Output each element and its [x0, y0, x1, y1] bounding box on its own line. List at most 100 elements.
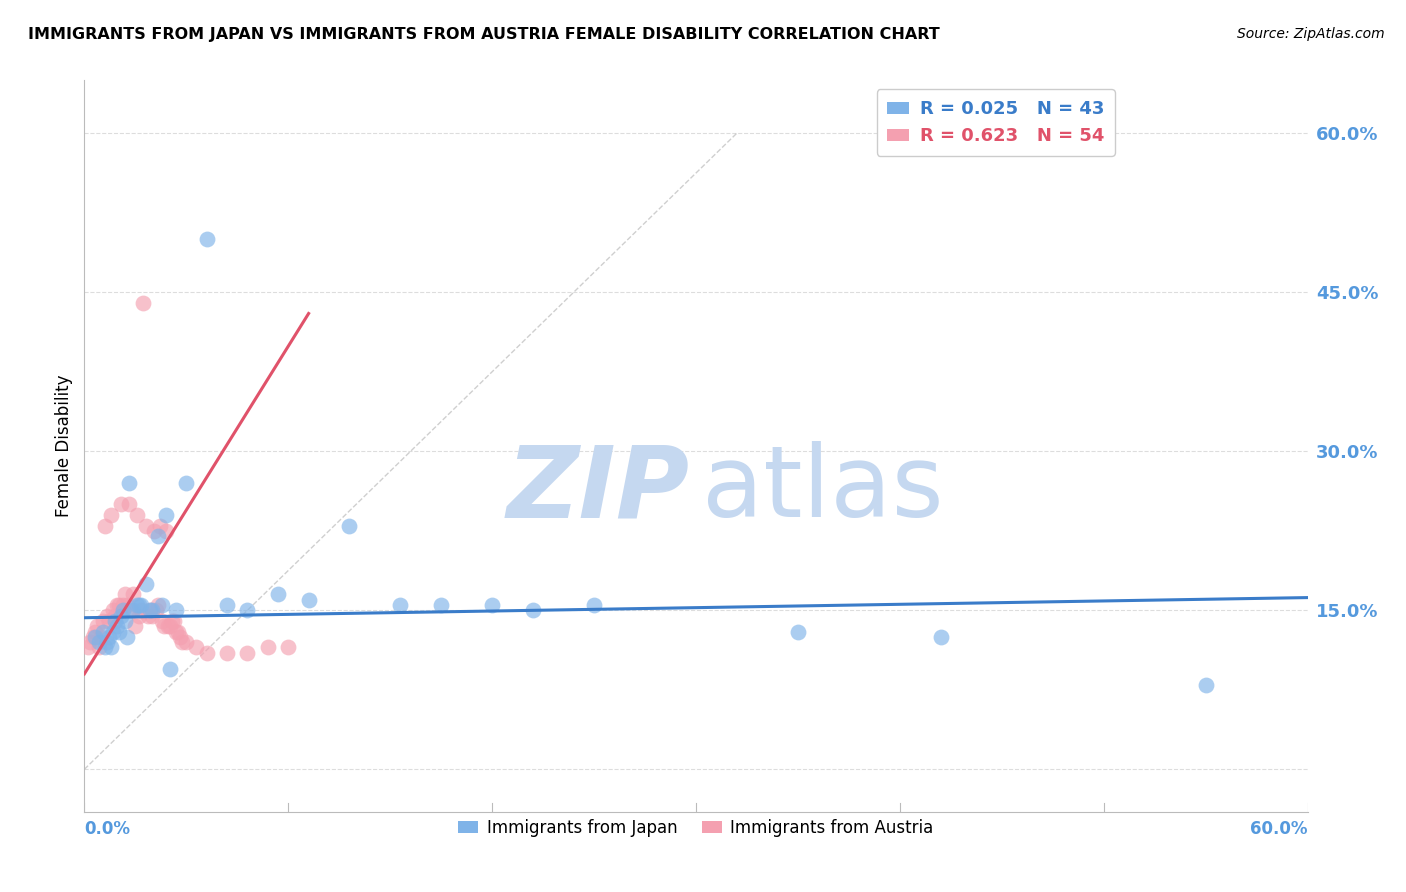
Text: 0.0%: 0.0%	[84, 821, 131, 838]
Point	[389, 598, 412, 612]
Text: atlas: atlas	[702, 442, 943, 539]
Point	[150, 614, 173, 628]
Point	[112, 603, 135, 617]
Point	[132, 296, 155, 310]
Point	[787, 624, 810, 639]
Point	[277, 640, 299, 655]
Point	[146, 529, 169, 543]
Point	[160, 614, 183, 628]
Point	[97, 614, 120, 628]
Point	[169, 630, 191, 644]
Point	[77, 640, 100, 655]
Text: ZIP: ZIP	[506, 442, 690, 539]
Point	[110, 497, 132, 511]
Point	[91, 624, 114, 639]
Point	[93, 640, 115, 655]
Point	[146, 598, 169, 612]
Point	[1195, 677, 1218, 691]
Point	[217, 598, 239, 612]
Text: IMMIGRANTS FROM JAPAN VS IMMIGRANTS FROM AUSTRIA FEMALE DISABILITY CORRELATION C: IMMIGRANTS FROM JAPAN VS IMMIGRANTS FROM…	[28, 27, 939, 42]
Point	[522, 603, 544, 617]
Point	[172, 635, 194, 649]
Point	[145, 603, 167, 617]
Point	[104, 608, 127, 623]
Point	[186, 640, 208, 655]
Point	[115, 598, 138, 612]
Point	[97, 630, 120, 644]
Point	[430, 598, 453, 612]
Point	[115, 630, 138, 644]
Point	[298, 592, 321, 607]
Point	[257, 640, 280, 655]
Point	[159, 619, 181, 633]
Point	[127, 508, 149, 522]
Point	[122, 587, 145, 601]
Point	[118, 497, 141, 511]
Point	[105, 619, 128, 633]
Point	[101, 603, 124, 617]
Point	[90, 630, 112, 644]
Point	[131, 598, 153, 612]
Point	[87, 640, 110, 655]
Point	[267, 587, 290, 601]
Point	[141, 603, 163, 617]
Point	[136, 608, 159, 623]
Point	[100, 640, 122, 655]
Point	[91, 614, 114, 628]
Point	[114, 587, 136, 601]
Point	[167, 624, 190, 639]
Point	[155, 524, 177, 538]
Point	[150, 598, 173, 612]
Point	[79, 635, 101, 649]
Point	[131, 603, 153, 617]
Point	[104, 614, 127, 628]
Point	[87, 635, 110, 649]
Point	[174, 476, 197, 491]
Point	[127, 598, 149, 612]
Point	[156, 619, 179, 633]
Point	[163, 614, 186, 628]
Point	[101, 624, 124, 639]
Point	[108, 624, 131, 639]
Point	[128, 608, 150, 623]
Point	[141, 608, 163, 623]
Point	[112, 598, 135, 612]
Point	[124, 619, 146, 633]
Point	[110, 608, 132, 623]
Point	[100, 508, 122, 522]
Point	[93, 518, 115, 533]
Point	[120, 603, 142, 617]
Text: 60.0%: 60.0%	[1250, 821, 1308, 838]
Point	[96, 635, 118, 649]
Point	[114, 614, 136, 628]
Point	[83, 624, 105, 639]
Point	[481, 598, 503, 612]
Text: Source: ZipAtlas.com: Source: ZipAtlas.com	[1237, 27, 1385, 41]
Point	[138, 603, 160, 617]
Y-axis label: Female Disability: Female Disability	[55, 375, 73, 517]
Point	[128, 598, 150, 612]
Point	[108, 598, 131, 612]
Point	[83, 630, 105, 644]
Point	[195, 232, 218, 246]
Point	[96, 608, 118, 623]
Point	[105, 598, 128, 612]
Point	[82, 630, 104, 644]
Legend: Immigrants from Japan, Immigrants from Austria: Immigrants from Japan, Immigrants from A…	[451, 813, 941, 844]
Point	[153, 619, 176, 633]
Point	[135, 576, 157, 591]
Point	[138, 603, 160, 617]
Point	[86, 619, 108, 633]
Point	[142, 524, 165, 538]
Point	[122, 603, 145, 617]
Point	[155, 508, 177, 522]
Point	[159, 662, 181, 676]
Point	[339, 518, 361, 533]
Point	[165, 624, 187, 639]
Point	[118, 476, 141, 491]
Point	[217, 646, 239, 660]
Point	[236, 603, 259, 617]
Point	[135, 518, 157, 533]
Point	[583, 598, 606, 612]
Point	[174, 635, 197, 649]
